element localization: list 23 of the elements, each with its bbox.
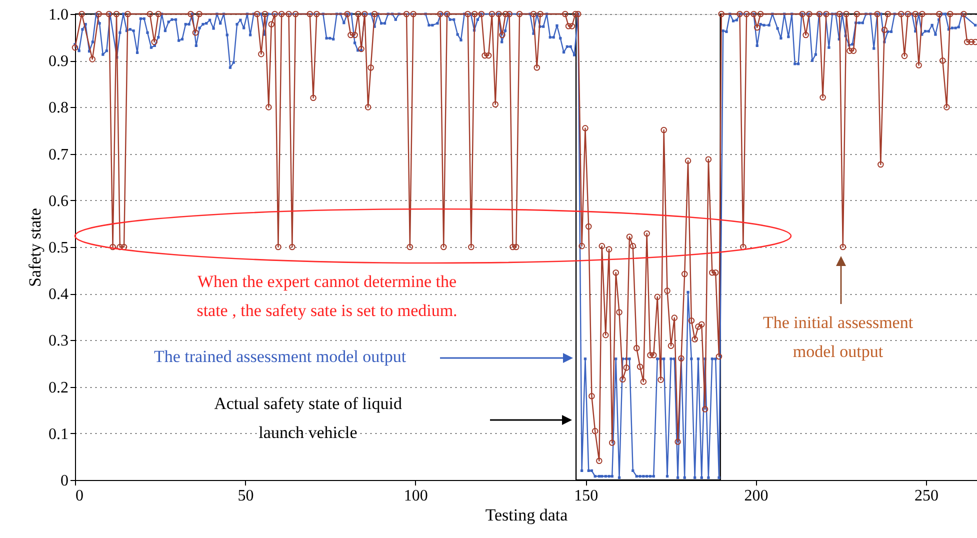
x-tick-label: 50	[238, 488, 254, 504]
y-tick-label: 0.3	[48, 332, 68, 350]
y-tick-label: 1.0	[48, 6, 68, 24]
y-tick-label: 0.7	[48, 146, 68, 164]
annotation: When the expert cannot determine the state , the safety sate is set to medium.	[196, 272, 458, 320]
y-tick-label: 0.8	[48, 100, 68, 117]
annotation: The initial assessment model output	[762, 313, 914, 361]
y-tick-label: 0	[60, 472, 68, 490]
y-tick-label: 0.6	[48, 192, 68, 210]
annotation: Actual safety state of liquid launch vehicle	[214, 394, 402, 442]
x-tick-label: 150	[574, 488, 598, 504]
x-tick-label: 100	[404, 488, 428, 504]
x-axis-title: Testing data	[485, 506, 568, 524]
x-tick-label: 200	[744, 488, 768, 504]
y-tick-label: 0.4	[48, 286, 68, 304]
y-tick-label: 0.5	[48, 240, 68, 256]
y-tick-label: 0.1	[48, 426, 68, 443]
annotation: The trained assessment model output	[154, 347, 406, 366]
x-tick-label: 0	[76, 488, 84, 504]
x-tick-label: 250	[914, 488, 938, 504]
y-axis-title: Safety state	[26, 208, 44, 287]
y-tick-label: 0.9	[48, 53, 68, 70]
y-tick-label: 0.2	[48, 379, 68, 396]
